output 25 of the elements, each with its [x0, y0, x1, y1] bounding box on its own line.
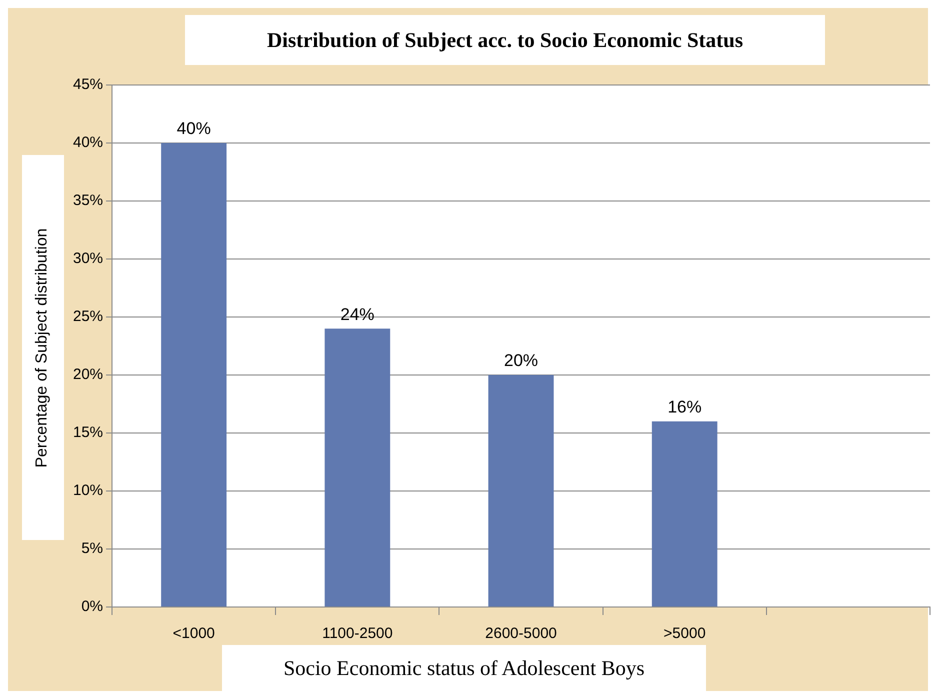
y-tick-label: 0% — [81, 598, 104, 616]
bar — [652, 421, 718, 606]
y-tick-label: 15% — [72, 424, 104, 442]
y-axis-title: Percentage of Subject distribution — [34, 228, 52, 468]
x-tick-label: <1000 — [172, 625, 215, 642]
y-tick-label: 10% — [72, 482, 104, 500]
bar — [161, 143, 227, 606]
x-tick-label: 2600-5000 — [485, 625, 557, 642]
chart-title: Distribution of Subject acc. to Socio Economic Status — [185, 15, 825, 65]
y-tick-label: 40% — [72, 134, 104, 152]
y-tick-label: 25% — [72, 308, 104, 326]
data-label: 40% — [176, 119, 211, 138]
y-tick-label: 30% — [72, 250, 104, 268]
y-tick-label: 45% — [72, 76, 104, 94]
bar — [324, 328, 390, 606]
data-label: 24% — [340, 304, 374, 324]
bar — [488, 375, 554, 606]
data-label: 16% — [668, 398, 702, 417]
x-axis-title: Socio Economic status of Adolescent Boys — [222, 645, 706, 691]
y-tick-label: 35% — [72, 192, 104, 210]
x-tick-label: >5000 — [664, 625, 706, 642]
x-tick-label: 1100-2500 — [322, 625, 393, 642]
y-tick-label: 20% — [72, 366, 104, 384]
y-tick-label: 5% — [81, 540, 104, 558]
data-label: 20% — [504, 351, 538, 370]
